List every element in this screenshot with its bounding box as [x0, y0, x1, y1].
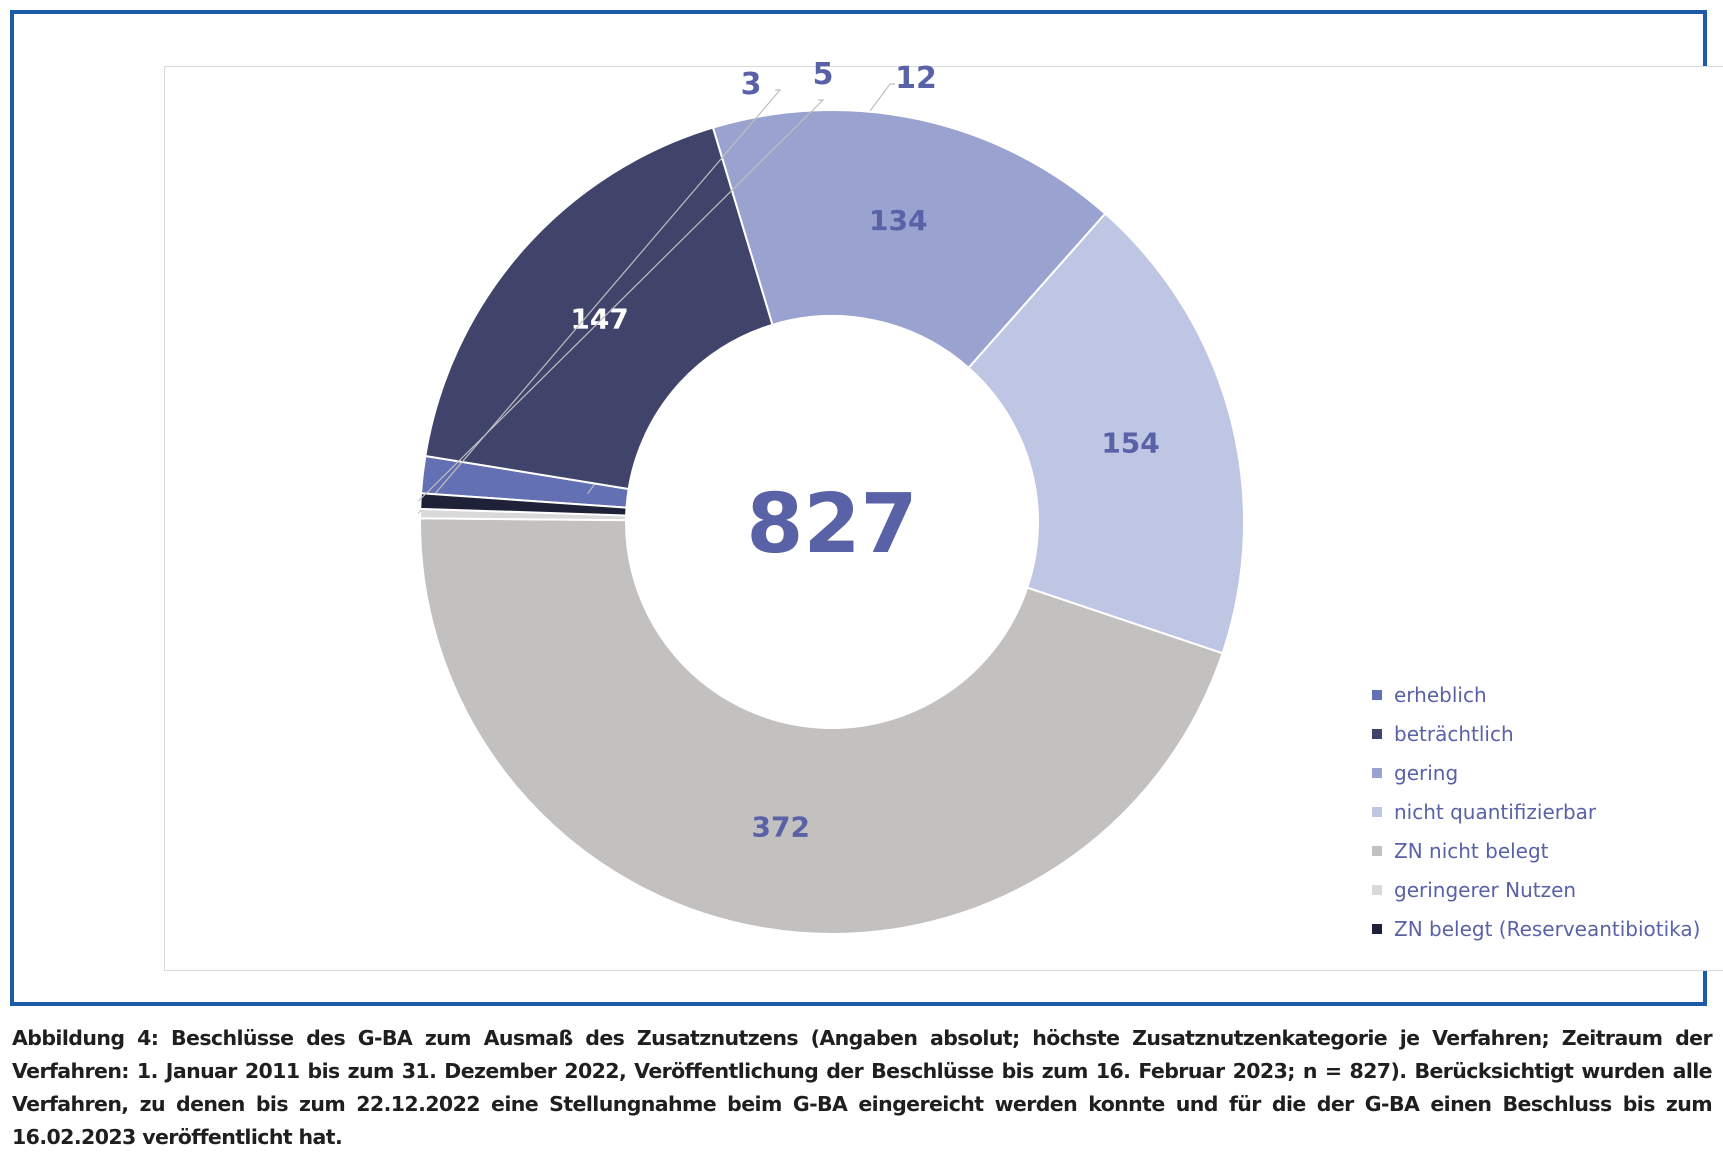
slice-label-nicht-quantifizierbar: 154	[1101, 426, 1159, 459]
legend-item-erheblich: erheblich	[1372, 675, 1700, 714]
legend-swatch	[1372, 728, 1382, 739]
slice-label-beträchtlich: 147	[570, 302, 628, 335]
legend-item-beträchtlich: beträchtlich	[1372, 714, 1700, 753]
legend-label: geringerer Nutzen	[1394, 877, 1577, 902]
slice-beträchtlich	[424, 126, 774, 491]
legend-label: ZN nicht belegt	[1394, 838, 1549, 863]
slice-label-geringerer-nutzen: 3	[741, 67, 762, 102]
legend-item-geringerer-nutzen: geringerer Nutzen	[1372, 870, 1700, 909]
legend-swatch	[1372, 767, 1382, 778]
legend-swatch	[1372, 884, 1382, 895]
legend-label: gering	[1394, 760, 1459, 785]
legend-label: nicht quantifizierbar	[1394, 799, 1597, 824]
slice-label-zn-nicht-belegt: 372	[752, 811, 810, 844]
legend-item-zn-belegt-reserveantibiotika: ZN belegt (Reserveantibiotika)	[1372, 909, 1700, 948]
legend-swatch	[1372, 689, 1382, 700]
slice-zn-nicht-belegt	[419, 517, 1224, 935]
slice-label-erheblich: 12	[895, 61, 937, 96]
legend-swatch	[1372, 845, 1382, 856]
slice-zn-belegt-reserveantibiotika	[419, 492, 628, 517]
legend-swatch	[1372, 923, 1382, 934]
legend-item-zn-nicht-belegt: ZN nicht belegt	[1372, 831, 1700, 870]
legend-item-gering: gering	[1372, 753, 1700, 792]
leader-line-geringerer-nutzen	[417, 89, 782, 514]
legend-swatch	[1372, 806, 1382, 817]
legend-label: erheblich	[1394, 682, 1487, 707]
slice-nicht-quantifizierbar	[967, 212, 1245, 655]
slice-gering	[711, 109, 1107, 370]
legend-label: beträchtlich	[1394, 721, 1514, 746]
legend-item-nicht-quantifizierbar: nicht quantifizierbar	[1372, 792, 1700, 831]
figure-caption: Abbildung 4: Beschlüsse des G-BA zum Aus…	[12, 1026, 1713, 1149]
slice-label-gering: 134	[869, 204, 927, 237]
legend-label: ZN belegt (Reserveantibiotika)	[1394, 916, 1701, 941]
chart-legend: erheblich beträchtlich gering nicht quantif…	[1372, 675, 1700, 948]
center-total-label: 827	[746, 477, 917, 572]
leader-line-zn-belegt-reserveantibiotika	[418, 99, 825, 502]
slice-label-zn-belegt-reserveantibiotika: 5	[813, 57, 834, 92]
